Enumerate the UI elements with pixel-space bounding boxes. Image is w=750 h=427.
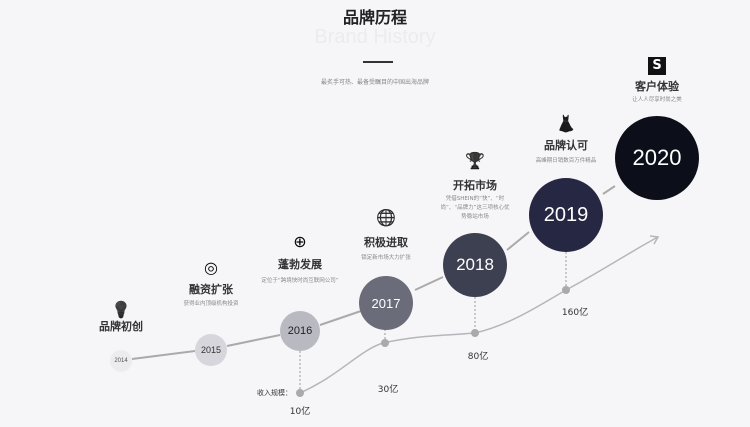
revenue-value: 80亿 bbox=[467, 352, 489, 362]
year-circle-2020: 2020 bbox=[615, 116, 699, 200]
lightbulb-icon: 💡 bbox=[111, 300, 131, 319]
revenue-point bbox=[296, 389, 304, 397]
year-circle-2019: 2019 bbox=[529, 178, 603, 252]
timeline-path bbox=[131, 185, 616, 360]
milestone-title: 积极进取 bbox=[364, 236, 408, 249]
year-circle-2016: 2016 bbox=[280, 311, 320, 351]
globe-dollar-icon: ⊕ bbox=[293, 232, 307, 251]
milestone-desc: 锁定新市场大力扩张 bbox=[361, 255, 411, 261]
revenue-point bbox=[471, 329, 479, 337]
target-icon: ◎ bbox=[204, 258, 218, 277]
title-divider bbox=[363, 61, 393, 63]
milestone-desc: 定位于“跨境快时尚互联网公司” bbox=[261, 278, 339, 284]
revenue-value: 30亿 bbox=[377, 385, 399, 395]
revenue-arrow-icon bbox=[649, 235, 660, 245]
trophy-icon: 🏆 bbox=[465, 151, 485, 170]
revenue-value: 10亿 bbox=[289, 407, 311, 417]
milestone-desc: 高峰期日销数百万件精品 bbox=[535, 158, 597, 164]
revenue-value: 160亿 bbox=[561, 308, 589, 318]
revenue-point bbox=[381, 339, 389, 347]
milestone-desc: 凭借SHEIN的“快”、“时尚”、“品牌力”这三项核心优势稳站市场 bbox=[440, 196, 510, 220]
year-circle-2014: 2014 bbox=[110, 350, 132, 372]
s-logo-icon: S bbox=[648, 54, 666, 75]
page-title: 品牌历程 bbox=[342, 8, 408, 27]
globe-icon: 🌐 bbox=[376, 208, 396, 227]
revenue-label: 收入规模： bbox=[257, 389, 292, 397]
milestone-title: 品牌初创 bbox=[99, 320, 143, 333]
milestone-desc: 让人人尽享时尚之美 bbox=[632, 97, 682, 103]
dress-icon: 👗 bbox=[556, 114, 576, 133]
page-subtitle: Brand History bbox=[314, 26, 436, 48]
revenue-point bbox=[562, 286, 570, 294]
tagline: 最炙手可热、最备受瞩目的中国出海品牌 bbox=[320, 79, 430, 86]
year-circle-2017: 2017 bbox=[359, 276, 413, 330]
milestone-title: 客户体验 bbox=[635, 80, 679, 93]
milestone-title: 品牌认可 bbox=[544, 139, 588, 152]
year-circle-2015: 2015 bbox=[195, 334, 227, 366]
milestone-desc: 获得业内顶级机构投资 bbox=[183, 301, 239, 307]
milestone-title: 蓬勃发展 bbox=[278, 258, 322, 271]
year-circle-2018: 2018 bbox=[443, 233, 507, 297]
milestone-title: 融资扩张 bbox=[189, 283, 233, 296]
milestone-title: 开拓市场 bbox=[453, 179, 497, 192]
